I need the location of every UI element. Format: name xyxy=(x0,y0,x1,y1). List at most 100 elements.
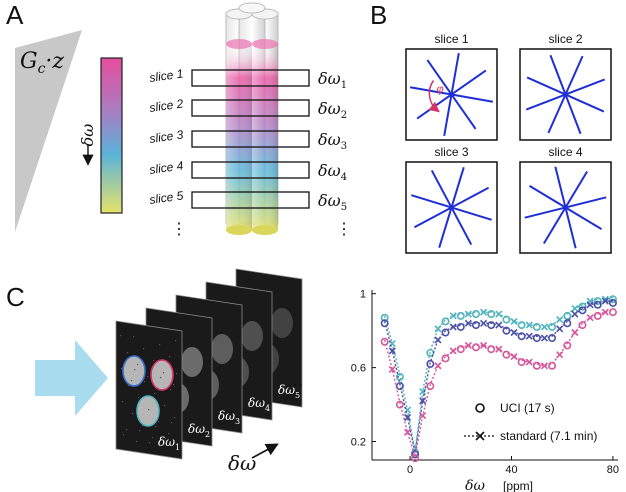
ellipsis-left: ⋮ xyxy=(171,221,187,238)
point-x-marker xyxy=(434,325,442,333)
noise-speck xyxy=(122,401,124,403)
noise-speck xyxy=(148,409,150,411)
noise-speck xyxy=(174,417,176,419)
point-o-marker xyxy=(395,382,404,391)
series-line xyxy=(384,296,614,451)
point-x-marker xyxy=(586,314,594,322)
slice-frequency: δω3 xyxy=(318,130,347,152)
noise-speck xyxy=(149,442,151,444)
noise-speck xyxy=(169,356,171,358)
point-o-marker xyxy=(593,311,602,320)
point-o-marker xyxy=(532,322,541,331)
point-o-marker xyxy=(548,361,557,370)
noise-speck xyxy=(143,348,145,350)
point-x-marker xyxy=(403,413,412,422)
point-x-marker xyxy=(556,351,564,359)
point-x-marker xyxy=(449,347,457,355)
point-o-marker xyxy=(456,345,465,354)
point-o-marker xyxy=(411,450,420,459)
x-axis-unit: [ppm] xyxy=(503,479,533,492)
point-o-marker xyxy=(563,341,572,350)
stack-more: … xyxy=(286,370,304,390)
point-o-marker xyxy=(548,322,557,331)
gradient-label: Gc·z xyxy=(20,49,64,77)
point-x-marker xyxy=(388,347,396,355)
noise-speck xyxy=(132,413,134,415)
point-o-marker xyxy=(487,310,496,319)
radial-spoke xyxy=(525,78,606,111)
point-o-marker xyxy=(395,400,404,409)
y-tick-label: 0.6 xyxy=(351,363,366,375)
point-o-marker xyxy=(517,358,526,367)
point-o-marker xyxy=(426,359,435,368)
point-x-marker xyxy=(419,388,427,396)
panel-b: slice 1 φ slice 2 slice 3 slice 4 xyxy=(405,32,612,254)
point-x-marker xyxy=(449,323,457,331)
noise-speck xyxy=(152,437,154,439)
angle-label: φ xyxy=(437,84,444,96)
phantom-spot xyxy=(271,308,293,338)
noise-speck xyxy=(127,352,129,354)
noise-speck xyxy=(133,336,135,338)
point-x-marker xyxy=(540,334,549,342)
slice-plane xyxy=(191,191,310,209)
noise-speck xyxy=(142,425,144,427)
noise-speck xyxy=(168,433,170,435)
point-x-marker xyxy=(571,304,579,313)
y-tick-label: 1 xyxy=(360,289,366,301)
point-o-marker xyxy=(502,315,511,324)
panel-label-c: C xyxy=(6,282,25,312)
point-x-marker xyxy=(495,310,503,318)
input-arrow xyxy=(35,340,108,416)
noise-speck xyxy=(157,388,159,390)
point-o-marker xyxy=(517,321,526,330)
chart: 0 40 80 0.2 0.6 1 δω [ppm] UCI (17 s) standard (7… xyxy=(351,289,619,492)
point-o-marker xyxy=(395,372,404,381)
point-o-marker xyxy=(578,321,587,330)
point-o-marker xyxy=(593,297,602,306)
noise-speck xyxy=(175,340,177,342)
point-o-marker xyxy=(502,350,511,359)
roi-outline xyxy=(150,359,174,391)
point-o-marker xyxy=(456,322,465,331)
panel-label-b: B xyxy=(370,0,388,30)
point-x-marker xyxy=(388,365,396,374)
point-o-marker xyxy=(563,319,572,328)
point-o-marker xyxy=(471,310,480,319)
point-o-marker xyxy=(380,313,389,322)
point-x-marker xyxy=(480,341,488,350)
point-o-marker xyxy=(487,321,496,330)
noise-speck xyxy=(123,434,125,436)
point-x-marker xyxy=(449,312,457,320)
slice-title: slice 3 xyxy=(434,145,468,159)
point-o-marker xyxy=(608,308,617,317)
noise-speck xyxy=(128,385,130,387)
noise-speck xyxy=(158,421,160,423)
y-tick-label: 0.2 xyxy=(351,437,366,449)
noise-speck xyxy=(173,384,175,386)
noise-speck xyxy=(136,441,138,443)
point-o-marker xyxy=(411,454,420,463)
roi-outline xyxy=(122,355,146,387)
slice-plane xyxy=(191,130,310,148)
point-x-marker xyxy=(510,328,518,337)
point-o-marker xyxy=(471,321,480,330)
slice-title: slice 1 xyxy=(434,32,468,46)
point-o-marker xyxy=(578,306,587,315)
stack-axis-label: δω xyxy=(228,451,256,475)
point-o-marker xyxy=(593,300,602,309)
image-label: δω2 xyxy=(188,422,210,439)
image-label: δω3 xyxy=(218,409,240,426)
x-tick-label: 40 xyxy=(505,464,517,476)
x-tick-label: 80 xyxy=(607,464,619,476)
point-o-marker xyxy=(502,326,511,335)
noise-speck xyxy=(134,369,136,371)
noise-speck xyxy=(147,376,149,378)
point-x-marker xyxy=(419,412,427,420)
point-x-marker xyxy=(480,319,488,327)
roi-outline xyxy=(136,395,160,427)
point-x-marker xyxy=(495,345,503,353)
noise-speck xyxy=(126,429,128,431)
point-x-marker xyxy=(495,321,503,329)
point-o-marker xyxy=(426,382,435,391)
